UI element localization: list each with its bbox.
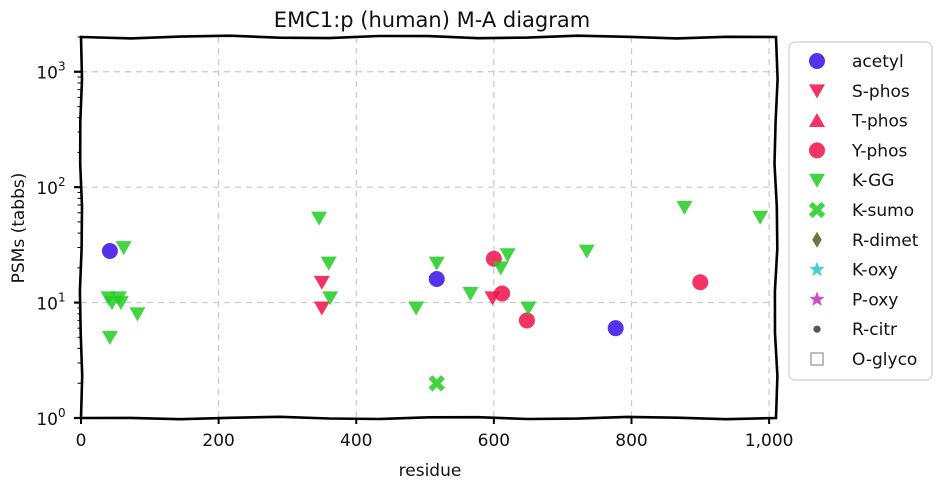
legend-item: R-citr (813, 320, 897, 340)
legend-marker (809, 142, 825, 159)
legend-item: O-glyco (810, 350, 917, 370)
plot-frame (78, 34, 779, 421)
x-tick-label: 800 (615, 431, 647, 451)
y-tick-label: 102 (36, 175, 65, 199)
legend-label: P-oxy (852, 290, 898, 310)
series-acetyl (101, 242, 624, 337)
legend-item: R-dimet (812, 231, 919, 251)
legend-marker (809, 173, 825, 188)
legend-label: R-dimet (852, 231, 919, 251)
legend-box (788, 41, 933, 381)
legend-item: Y-phos (809, 141, 907, 161)
legend-item: T-phos (809, 112, 908, 132)
axis-ticks: 0 200 400 600 800 1,000 100 101 102 103 (36, 36, 794, 451)
data-point (520, 301, 537, 316)
data-point (676, 200, 693, 215)
data-point (408, 301, 425, 316)
data-point (112, 296, 129, 311)
y-tick-label: 100 (36, 406, 65, 430)
legend-item: S-phos (809, 82, 910, 102)
y-tick-label: 103 (36, 60, 65, 84)
grid-lines (81, 37, 776, 418)
series-k-gg (100, 200, 769, 345)
legend-item: P-oxy (809, 290, 898, 310)
data-point (578, 244, 595, 259)
legend-label: K-GG (852, 171, 894, 191)
chart-title: EMC1:p (human) M-A diagram (274, 8, 590, 32)
data-point (313, 275, 330, 290)
x-tick-label: 600 (478, 431, 510, 451)
legend-label: acetyl (852, 52, 904, 72)
legend-marker (809, 261, 825, 277)
data-point (115, 241, 132, 256)
data-point (129, 307, 146, 322)
series-k-sumo (428, 375, 445, 392)
legend-label: T-phos (851, 112, 908, 132)
data-point (101, 242, 118, 259)
legend-label: O-glyco (852, 350, 917, 370)
data-point (322, 291, 339, 306)
legend-marker (813, 325, 821, 333)
x-tick-label: 400 (340, 431, 372, 451)
legend-marker (809, 291, 825, 306)
data-point (462, 287, 479, 302)
data-point (607, 320, 624, 337)
legend-marker (812, 231, 822, 248)
legend-label: S-phos (852, 82, 910, 102)
data-point (428, 271, 445, 288)
data-point (101, 330, 118, 345)
legend-label: K-sumo (852, 201, 914, 221)
x-tick-label: 0 (76, 431, 87, 451)
data-point (518, 312, 535, 329)
legend-item: K-GG (809, 171, 894, 191)
data-point (492, 261, 509, 276)
legend-item: K-sumo (808, 201, 914, 221)
legend-marker (809, 84, 825, 99)
series-y-phos (485, 250, 709, 329)
legend-label: R-citr (852, 320, 897, 340)
legend-item: acetyl (809, 52, 904, 72)
data-points (100, 200, 769, 392)
legend-marker (808, 201, 826, 219)
x-tick-label: 1,000 (745, 431, 794, 451)
data-point (494, 285, 511, 302)
y-tick-label: 101 (36, 291, 65, 315)
legend-marker (809, 113, 825, 127)
legend-item: K-oxy (809, 261, 898, 281)
data-point (692, 274, 709, 291)
legend: acetyl S-phos T-phos Y-phos K-GG K-sumo R-dime… (788, 41, 933, 381)
data-point (320, 256, 337, 271)
data-point (428, 256, 445, 271)
data-point (752, 210, 769, 225)
data-point (499, 248, 516, 263)
x-tick-label: 200 (202, 431, 234, 451)
x-axis-label: residue (399, 461, 462, 481)
data-point (311, 211, 328, 226)
legend-label: Y-phos (851, 141, 907, 161)
legend-marker (809, 53, 825, 69)
data-point (313, 301, 330, 316)
legend-label: K-oxy (852, 261, 898, 281)
legend-marker (810, 352, 824, 366)
y-axis-label: PSMs (tabbs) (9, 173, 29, 284)
data-point (428, 375, 445, 392)
